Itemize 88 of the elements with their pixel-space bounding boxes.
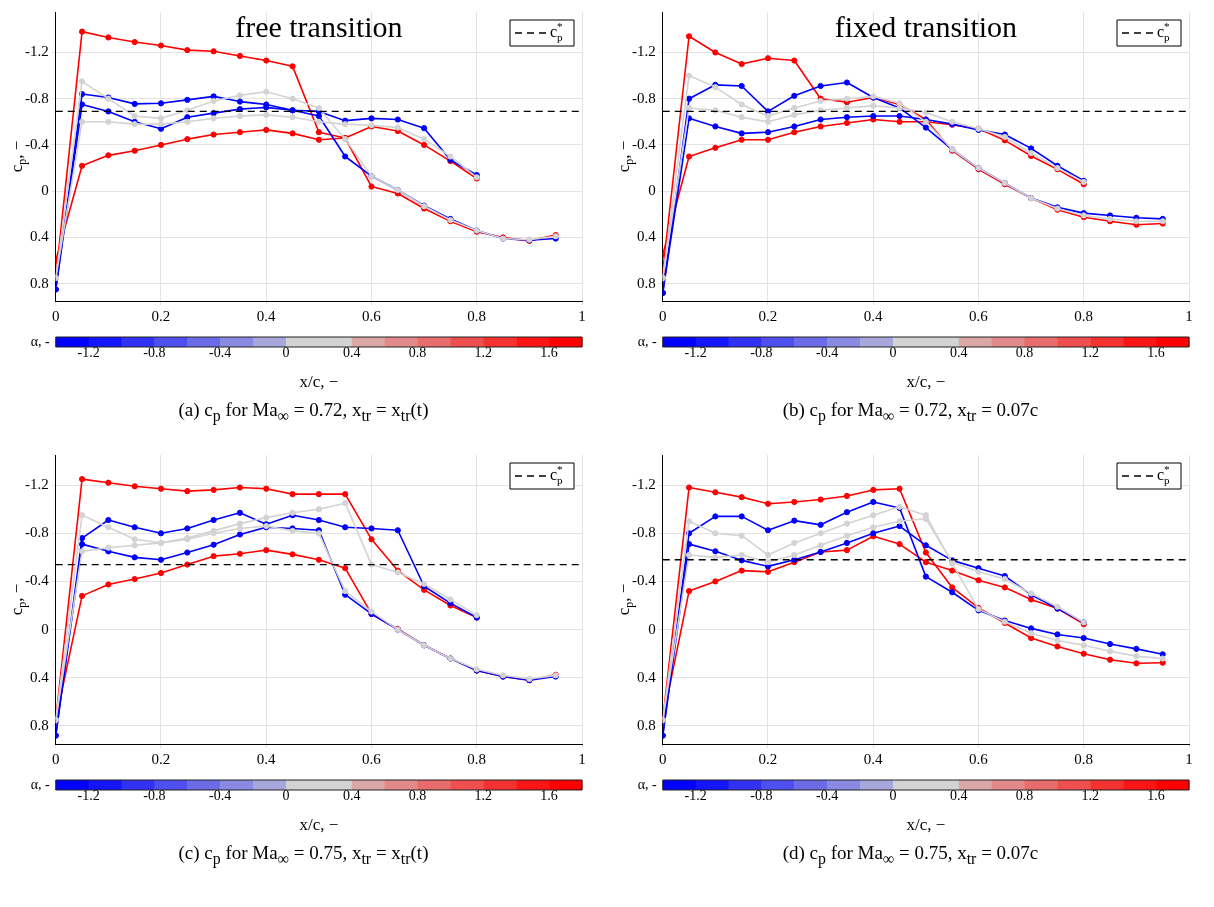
x-tick-label: 1 xyxy=(577,307,586,324)
color-bar-label: -1.2 xyxy=(77,787,100,803)
y-tick-label: -0.8 xyxy=(24,524,49,541)
color-bar-label: -0.4 xyxy=(208,787,231,803)
x-tick-label: 0.4 xyxy=(256,750,276,767)
color-bar-label: 0.4 xyxy=(949,787,968,803)
y-tick-label: -0.8 xyxy=(24,89,49,106)
color-bar-label: 0 xyxy=(888,787,896,803)
x-tick-label: 1 xyxy=(1184,750,1193,767)
x-tick-label: 0.6 xyxy=(968,307,988,324)
color-bar-label: 1.6 xyxy=(539,345,558,361)
y-tick-label: -0.8 xyxy=(631,89,656,106)
text: (c) c$_{p}$ for Ma$_{∞}$ = 0.75, x$_{tr}$ = x$_{tr}$(t) xyxy=(178,841,429,867)
color-bar-label: 0.4 xyxy=(342,787,361,803)
color-bar-label: 0 xyxy=(281,787,289,803)
color-bar-title: α, - xyxy=(30,333,50,349)
color-bar-label: 0.4 xyxy=(342,345,361,361)
x-tick-label: 0.4 xyxy=(863,750,883,767)
y-tick-label: -0.4 xyxy=(631,135,656,152)
x-tick-label: 0.6 xyxy=(361,750,381,767)
x-tick-label: 1 xyxy=(577,750,586,767)
y-tick-label: 0 xyxy=(647,182,656,199)
color-bar-label: 0 xyxy=(888,345,896,361)
chart-title: free transition xyxy=(234,9,403,43)
color-bar-label: -0.8 xyxy=(142,345,165,361)
color-bar-label: 1.6 xyxy=(539,787,558,803)
text: (a) c$_{p}$ for Ma$_{∞}$ = 0.72, x$_{tr}$ = x$_{tr}$(t) xyxy=(178,399,429,424)
x-tick-label: 0.2 xyxy=(151,750,170,767)
x-tick-label: 0.4 xyxy=(863,307,883,324)
color-bar-label: 0.8 xyxy=(1015,787,1033,803)
color-bar-label: -0.4 xyxy=(815,787,838,803)
y-tick-label: -1.2 xyxy=(24,475,49,492)
x-tick-label: 0.8 xyxy=(466,307,486,324)
color-bar-label: -1.2 xyxy=(684,345,707,361)
color-bar-label: -1.2 xyxy=(684,787,707,803)
color-bar-title: α, - xyxy=(30,776,50,792)
x-tick-label: 0.4 xyxy=(256,307,276,324)
color-bar-label: 1.6 xyxy=(1146,787,1165,803)
y-tick-label: 0.8 xyxy=(29,274,49,291)
y-tick-label: 0 xyxy=(40,620,49,637)
x-tick-label: 0.6 xyxy=(968,750,988,767)
y-tick-label: 0.4 xyxy=(636,668,656,685)
y-tick-label: 0 xyxy=(40,182,49,199)
chart-title: fixed transition xyxy=(834,9,1017,43)
y-tick-label: 0.8 xyxy=(636,716,656,733)
x-axis-title: x/c, − xyxy=(298,815,338,835)
color-bar-label: 1.6 xyxy=(1146,345,1165,361)
color-bar-label: 1.2 xyxy=(1081,787,1099,803)
x-tick-label: 0.8 xyxy=(466,750,486,767)
x-axis-title: x/c, − xyxy=(298,372,338,392)
color-bar-label: 0.8 xyxy=(1015,345,1033,361)
x-tick-label: 0.6 xyxy=(361,307,381,324)
y-tick-label: 0 xyxy=(647,620,656,637)
color-bar-label: 1.2 xyxy=(474,345,492,361)
color-bar-label: 0.8 xyxy=(408,787,426,803)
y-tick-label: 0.4 xyxy=(29,668,49,685)
color-bar-label: 1.2 xyxy=(474,787,492,803)
color-bar-title: α, - xyxy=(637,776,657,792)
color-bar-label: 1.2 xyxy=(1081,345,1099,361)
color-bar-label: -0.8 xyxy=(749,345,772,361)
color-bar-label: 0 xyxy=(281,345,289,361)
y-tick-label: 0.8 xyxy=(29,716,49,733)
y-tick-label: -1.2 xyxy=(631,475,656,492)
y-tick-label: 0.4 xyxy=(636,228,656,245)
x-tick-label: 0.2 xyxy=(758,750,777,767)
color-bar-label: -0.4 xyxy=(208,345,231,361)
x-tick-label: 0.8 xyxy=(1073,307,1093,324)
y-tick-label: -1.2 xyxy=(24,43,49,60)
y-tick-label: -1.2 xyxy=(631,43,656,60)
y-tick-label: 0.4 xyxy=(29,228,49,245)
color-bar-label: 0.4 xyxy=(949,345,968,361)
color-bar-label: -0.8 xyxy=(142,787,165,803)
color-bar-label: -0.8 xyxy=(749,787,772,803)
x-tick-label: 0.8 xyxy=(1073,750,1093,767)
text: (b) c$_{p}$ for Ma$_{∞}$ = 0.72, x$_{tr}$ = 0.07c xyxy=(782,399,1039,425)
text: (d) c$_{p}$ for Ma$_{∞}$ = 0.75, x$_{tr}$ = 0.07c xyxy=(782,841,1039,868)
color-bar-label: -1.2 xyxy=(77,345,100,361)
y-tick-label: 0.8 xyxy=(636,274,656,291)
y-tick-label: -0.8 xyxy=(631,524,656,541)
color-bar-label: 0.8 xyxy=(408,345,426,361)
x-tick-label: 0.2 xyxy=(151,307,170,324)
color-bar-title: α, - xyxy=(637,333,657,349)
x-tick-label: 1 xyxy=(1184,307,1193,324)
color-bar-label: -0.4 xyxy=(815,345,838,361)
x-tick-label: 0.2 xyxy=(758,307,777,324)
x-axis-title: x/c, − xyxy=(905,815,945,835)
x-axis-title: x/c, − xyxy=(905,372,945,392)
y-tick-label: -0.4 xyxy=(24,135,49,152)
